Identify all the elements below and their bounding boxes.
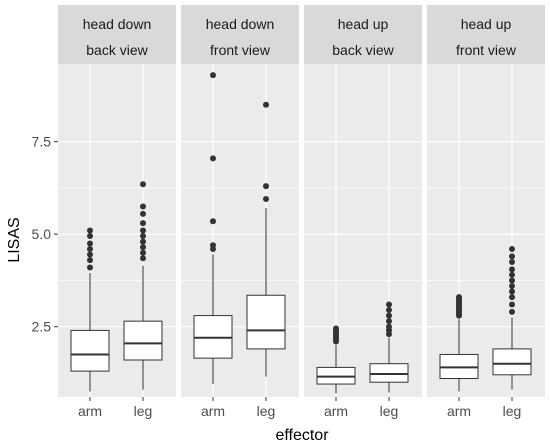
outlier-point bbox=[386, 318, 392, 325]
outlier-point bbox=[263, 101, 269, 108]
box-leg bbox=[123, 181, 163, 390]
facet-strip-label: head down bbox=[83, 16, 152, 32]
outlier-point bbox=[140, 220, 146, 227]
x-tick-label: leg bbox=[257, 403, 276, 419]
y-tick-label: 7.5 bbox=[32, 134, 52, 150]
box-body bbox=[246, 294, 286, 350]
x-tick-label: arm bbox=[447, 403, 471, 419]
outlier-point bbox=[140, 181, 146, 188]
facet-panel-1: head down back view bbox=[58, 5, 176, 397]
outlier-point bbox=[210, 218, 216, 225]
x-tick-label: leg bbox=[380, 403, 399, 419]
outlier-point bbox=[456, 294, 462, 301]
box-body bbox=[123, 320, 163, 361]
outlier-point bbox=[509, 266, 515, 273]
facet-strip-label: head up bbox=[461, 16, 512, 32]
facet-strip bbox=[181, 5, 299, 64]
x-tick-label: leg bbox=[134, 403, 153, 419]
outlier-point bbox=[210, 72, 216, 79]
outlier-point bbox=[140, 233, 146, 240]
x-tick-label: leg bbox=[503, 403, 522, 419]
outlier-point bbox=[210, 242, 216, 249]
facet-panel-3: head up back view bbox=[304, 5, 422, 397]
outlier-point bbox=[509, 258, 515, 265]
facet-strip-label: head down bbox=[206, 16, 275, 32]
y-tick-label: 5.0 bbox=[32, 226, 52, 242]
outlier-point bbox=[509, 301, 515, 308]
outlier-point bbox=[140, 210, 146, 217]
outlier-point bbox=[140, 244, 146, 251]
box-body bbox=[492, 348, 532, 376]
outlier-point bbox=[140, 249, 146, 256]
outlier-point bbox=[333, 325, 339, 332]
box-leg bbox=[369, 301, 409, 393]
outlier-point bbox=[386, 307, 392, 314]
outlier-point bbox=[140, 255, 146, 262]
facet-strip-label: front view bbox=[456, 42, 517, 58]
outlier-point bbox=[263, 196, 269, 203]
box-arm bbox=[316, 325, 356, 394]
facet-strip-label: head up bbox=[338, 16, 389, 32]
x-tick-label: arm bbox=[324, 403, 348, 419]
outlier-point bbox=[509, 277, 515, 284]
facet-strip bbox=[304, 5, 422, 64]
y-axis-title: LISAS bbox=[6, 217, 23, 262]
x-axis: arm leg arm leg arm leg arm leg bbox=[78, 397, 521, 419]
panel-background bbox=[304, 64, 422, 397]
x-tick-label: arm bbox=[201, 403, 225, 419]
outlier-point bbox=[509, 294, 515, 301]
x-tick-label: arm bbox=[78, 403, 102, 419]
panel-background bbox=[427, 64, 545, 397]
box-body bbox=[70, 329, 110, 372]
outlier-point bbox=[386, 312, 392, 319]
outlier-point bbox=[87, 240, 93, 247]
box-arm bbox=[70, 227, 110, 392]
box-arm bbox=[439, 294, 479, 392]
outlier-point bbox=[140, 227, 146, 234]
outlier-point bbox=[509, 246, 515, 252]
outlier-point bbox=[509, 308, 515, 315]
facet-strip-label: front view bbox=[210, 42, 271, 58]
outlier-point bbox=[87, 246, 93, 252]
outlier-point bbox=[140, 238, 146, 245]
box-leg bbox=[492, 246, 532, 390]
outlier-point bbox=[386, 323, 392, 330]
facet-strip bbox=[427, 5, 545, 64]
facet-panel-4: head up front view bbox=[427, 5, 545, 397]
y-tick-label: 2.5 bbox=[32, 319, 52, 335]
box-body bbox=[369, 363, 409, 383]
outlier-point bbox=[210, 155, 216, 162]
outlier-point bbox=[263, 183, 269, 190]
y-axis: 2.5 5.0 7.5 bbox=[32, 134, 58, 335]
box-leg bbox=[246, 101, 286, 377]
facet-strip bbox=[58, 5, 176, 64]
outlier-point bbox=[509, 288, 515, 295]
outlier-point bbox=[87, 233, 93, 240]
facet-panel-2: head down front view bbox=[181, 5, 299, 397]
box-arm bbox=[193, 72, 233, 385]
outlier-point bbox=[87, 227, 93, 234]
outlier-point bbox=[386, 301, 392, 308]
outlier-point bbox=[509, 253, 515, 260]
outlier-point bbox=[87, 264, 93, 271]
outlier-point bbox=[509, 283, 515, 289]
x-axis-title: effector bbox=[275, 427, 329, 444]
outlier-point bbox=[140, 203, 146, 210]
facet-strip-label: back view bbox=[332, 42, 394, 58]
outlier-point bbox=[87, 251, 93, 258]
outlier-point bbox=[509, 271, 515, 278]
facet-strip-label: back view bbox=[86, 42, 148, 58]
outlier-point bbox=[87, 257, 93, 264]
